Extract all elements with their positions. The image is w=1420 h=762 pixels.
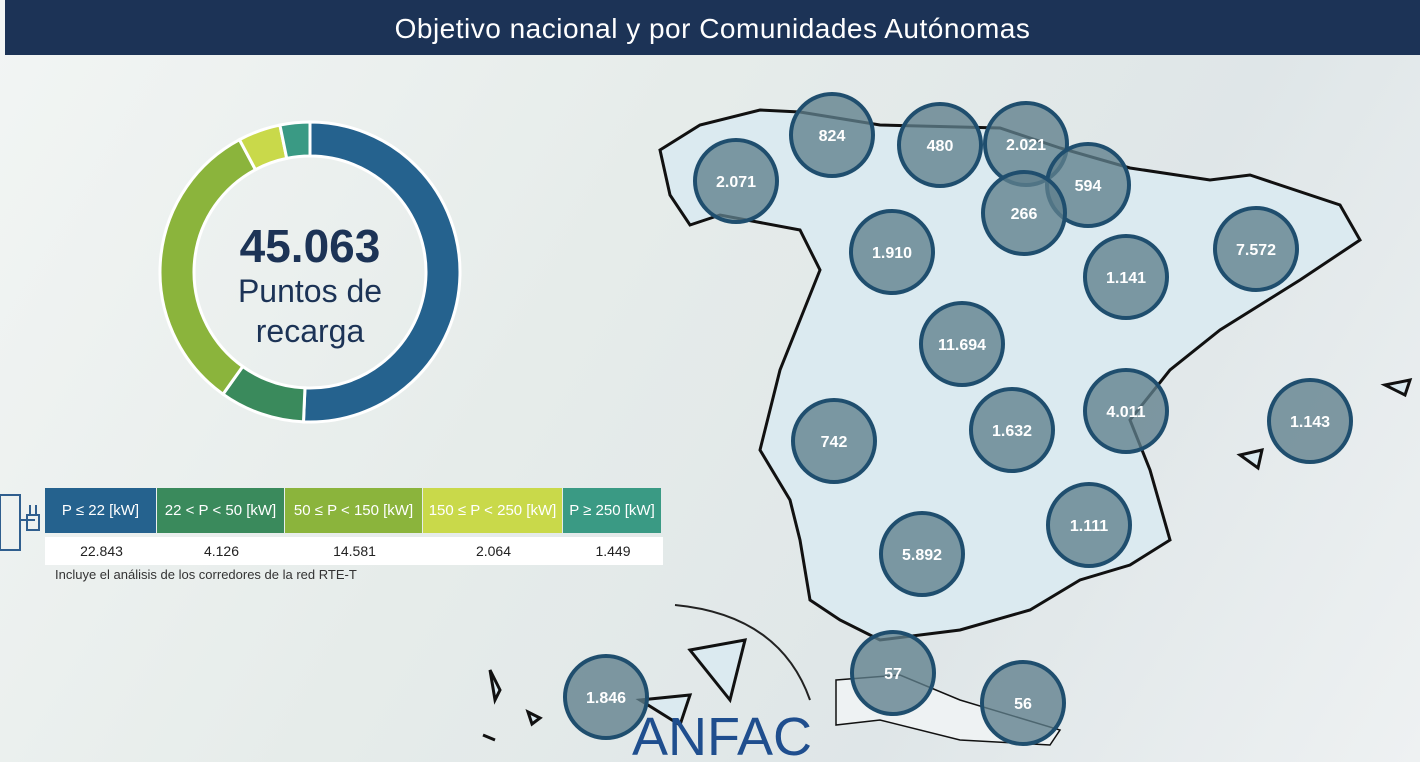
legend-header: P ≤ 22 [kW]	[45, 488, 156, 533]
separator-arc	[674, 604, 811, 701]
donut-segment	[301, 120, 462, 424]
region-value: 4.011	[1106, 404, 1145, 421]
region-value: 1.141	[1106, 270, 1146, 287]
region-value: 480	[927, 138, 954, 155]
region-bubble	[919, 301, 1005, 387]
region-bubble	[849, 209, 935, 295]
region-bubble	[879, 511, 965, 597]
legend-header: P ≥ 250 [kW]	[563, 488, 661, 533]
plug-icon	[0, 494, 40, 551]
donut-segment	[278, 120, 312, 161]
region-bubble	[969, 387, 1055, 473]
region-bubble	[897, 102, 983, 188]
center-label: Puntos de recarga	[238, 273, 382, 349]
region-value: 57	[884, 666, 902, 683]
total-value: 45.063	[240, 220, 381, 272]
region-value: 1.910	[872, 245, 912, 262]
region-bubble	[789, 92, 875, 178]
region-value: 1.632	[992, 423, 1032, 440]
region-bubble	[1046, 482, 1132, 568]
region-value: 266	[1011, 206, 1038, 223]
region-bubble	[850, 630, 936, 716]
region-value: 11.694	[938, 337, 986, 354]
table-value: 1.449	[563, 537, 663, 565]
region-bubble	[981, 170, 1067, 256]
region-bubble	[1213, 206, 1299, 292]
title-bar: Objetivo nacional y por Comunidades Autó…	[5, 0, 1420, 55]
table-value: 14.581	[285, 537, 424, 565]
region-value: 1.143	[1290, 414, 1330, 431]
region-value: 594	[1075, 178, 1102, 195]
logo: ANFAC	[632, 707, 812, 762]
islands-outline	[1236, 378, 1413, 471]
region-bubble	[563, 654, 649, 740]
region-bubble	[1083, 368, 1169, 454]
region-value: 56	[1014, 696, 1032, 713]
legend-header: 22 < P < 50 [kW]	[157, 488, 284, 533]
table-value: 22.843	[45, 537, 158, 565]
region-bubble	[1267, 378, 1353, 464]
region-value: 2.071	[716, 174, 756, 191]
region-value: 5.892	[902, 547, 942, 564]
region-bubble	[693, 138, 779, 224]
region-value: 1.111	[1070, 518, 1108, 535]
table-value: 2.064	[423, 537, 564, 565]
region-value: 742	[821, 434, 848, 451]
footnote: Incluye el análisis de los corredores de…	[55, 567, 357, 582]
table-value: 4.126	[157, 537, 286, 565]
region-bubble	[791, 398, 877, 484]
region-bubble	[1083, 234, 1169, 320]
region-value: 824	[819, 128, 846, 145]
canary-islands	[482, 638, 748, 742]
region-bubble	[980, 660, 1066, 746]
region-value: 1.846	[586, 690, 626, 707]
legend-header: 150 ≤ P < 250 [kW]	[423, 488, 562, 533]
legend-header: 50 ≤ P < 150 [kW]	[285, 488, 422, 533]
region-value: 7.572	[1236, 242, 1276, 259]
region-value: 2.021	[1006, 137, 1046, 154]
